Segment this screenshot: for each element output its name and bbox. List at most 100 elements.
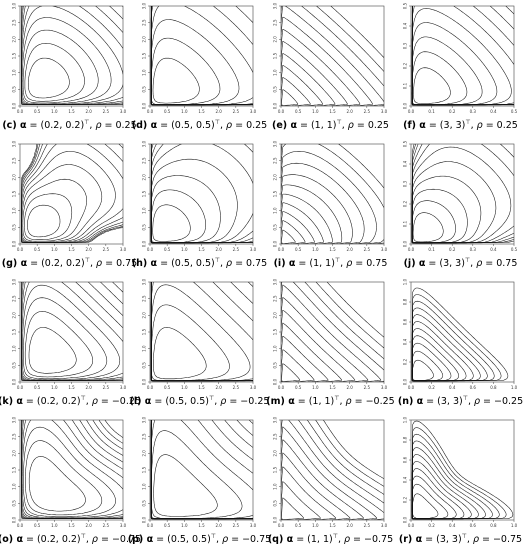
- contour-lines: [281, 6, 384, 106]
- plot-frame: [149, 143, 254, 245]
- contour-line: [411, 144, 514, 244]
- x-tick-label: 3.0: [381, 109, 388, 114]
- y-tick-label: 1.0: [402, 416, 407, 423]
- x-tick-label: 1.5: [329, 523, 336, 528]
- x-tick-label: 0.5: [295, 109, 302, 114]
- contour-line: [153, 327, 207, 380]
- x-tick-label: 1.5: [329, 247, 336, 252]
- x-tick-label: 1.5: [198, 109, 205, 114]
- x-tick-label: 0.5: [34, 523, 41, 528]
- x-tick-label: 1.0: [181, 385, 188, 390]
- contour-line: [281, 202, 324, 244]
- y-tick-label: 2.0: [272, 312, 277, 319]
- x-tick-label: 3.0: [250, 385, 257, 390]
- panel-j: 0.0 0.1 0.2 0.3 0.4 0.5 0.0 0.1 0.2 0.3 0.4 0.5 (j) …: [402, 140, 517, 269]
- contour-line: [413, 67, 451, 104]
- y-tick-label: 0.5: [272, 500, 277, 507]
- x-tick-label: 0.1: [428, 109, 435, 114]
- x-tick-label: 2.5: [103, 109, 110, 114]
- y-tick-label: 1.5: [141, 52, 146, 59]
- contour-line: [281, 220, 306, 244]
- y-tick-label: 0.5: [272, 224, 277, 231]
- x-tick-label: 3.0: [120, 109, 127, 114]
- contour-line: [281, 28, 361, 106]
- y-tick-label: 0.0: [272, 240, 277, 247]
- panel-caption: (h) α = (0.5, 0.5)⊤, ρ = 0.75: [132, 257, 267, 269]
- y-tick-label: 2.0: [141, 174, 146, 181]
- contour-line: [21, 420, 123, 519]
- x-tick-label: 0.0: [408, 385, 415, 390]
- x-tick-label: 0.6: [470, 523, 477, 528]
- contour-line: [153, 454, 218, 517]
- y-tick-label: 0.0: [272, 102, 277, 109]
- y-tick-label: 0.0: [141, 516, 146, 523]
- x-tick-label: 1.0: [312, 247, 319, 252]
- x-tick-label: 0.5: [34, 109, 41, 114]
- x-tick-label: 0.5: [295, 247, 302, 252]
- y-tick-label: 0.3: [402, 42, 407, 49]
- plot-frame: [19, 143, 124, 245]
- x-tick-label: 3.0: [381, 247, 388, 252]
- y-tick-label: 1.0: [272, 345, 277, 352]
- y-tick-label: 0.0: [11, 102, 16, 109]
- y-tick-label: 2.5: [11, 157, 16, 164]
- contour-line: [24, 311, 93, 378]
- x-tick-label: 3.0: [381, 523, 388, 528]
- contour-line: [281, 420, 384, 520]
- x-tick-label: 3.0: [120, 385, 127, 390]
- y-tick-label: 1.0: [11, 207, 16, 214]
- panel-o: 0.0 0.5 1.0 1.5 2.0 2.5 3.0 0.0 0.5 1.0 1.5 2.0 2.5 3…: [0, 416, 141, 545]
- y-tick-label: 1.0: [402, 278, 407, 285]
- y-tick-label: 0.8: [402, 436, 407, 443]
- y-tick-label: 0.2: [402, 62, 407, 69]
- x-tick-label: 2.0: [346, 385, 353, 390]
- x-tick-label: 2.5: [233, 523, 240, 528]
- y-tick-label: 1.5: [272, 52, 277, 59]
- plot-frame: [410, 143, 515, 245]
- contour-lines: [281, 282, 384, 382]
- x-tick-label: 2.5: [364, 523, 371, 528]
- y-tick-label: 2.0: [141, 450, 146, 457]
- y-tick-label: 0.4: [402, 476, 407, 483]
- y-tick-label: 2.5: [272, 295, 277, 302]
- x-tick-label: 0.0: [278, 247, 285, 252]
- plot-frame: [149, 281, 254, 383]
- x-tick-label: 1.5: [68, 385, 75, 390]
- contour-line: [21, 17, 112, 105]
- contour-line: [22, 29, 99, 104]
- y-tick-label: 1.0: [141, 207, 146, 214]
- panel-c: 0.0 0.5 1.0 1.5 2.0 2.5 3.0 0.0 0.5 1.0 1.5 2.0 2.5 3…: [2, 2, 136, 131]
- plot-frame: [280, 419, 385, 521]
- y-tick-label: 1.5: [11, 466, 16, 473]
- y-tick-label: 0.1: [402, 220, 407, 227]
- y-tick-label: 0.0: [11, 378, 16, 385]
- contour-line: [411, 287, 509, 382]
- y-tick-label: 3.0: [141, 416, 146, 423]
- x-tick-label: 1.5: [198, 385, 205, 390]
- x-tick-label: 1.5: [329, 109, 336, 114]
- x-tick-label: 1.0: [181, 109, 188, 114]
- panel-caption: (k) α = (0.2, 0.2)⊤, ρ = −0.25: [0, 395, 141, 407]
- panel-caption: (q) α = (1, 1)⊤, ρ = −0.75: [268, 533, 393, 545]
- panel-f: 0.0 0.1 0.2 0.3 0.4 0.5 0.0 0.1 0.2 0.3 0.4 0.5 (f) …: [402, 2, 518, 131]
- x-tick-label: 0.0: [408, 109, 415, 114]
- x-tick-label: 0.2: [449, 109, 456, 114]
- y-tick-label: 0.1: [402, 82, 407, 89]
- y-tick-label: 0.5: [11, 224, 16, 231]
- y-tick-label: 3.0: [272, 2, 277, 9]
- y-tick-label: 2.5: [11, 295, 16, 302]
- panel-k: 0.0 0.5 1.0 1.5 2.0 2.5 3.0 0.0 0.5 1.0 1.5 2.0 2.5 3…: [0, 278, 141, 407]
- y-tick-label: 2.5: [11, 433, 16, 440]
- x-tick-label: 2.0: [215, 247, 222, 252]
- y-tick-label: 0.5: [402, 140, 407, 147]
- y-tick-label: 1.5: [272, 328, 277, 335]
- y-tick-label: 2.5: [272, 19, 277, 26]
- contour-line: [28, 57, 70, 99]
- panel-caption: (j) α = (3, 3)⊤, ρ = 0.75: [404, 257, 518, 269]
- x-tick-label: 1.0: [511, 385, 518, 390]
- panel-h: 0.0 0.5 1.0 1.5 2.0 2.5 3.0 0.0 0.5 1.0 1.5 2.0 2.5 3…: [132, 140, 267, 269]
- x-tick-label: 2.5: [233, 385, 240, 390]
- y-tick-label: 1.5: [11, 190, 16, 197]
- x-tick-label: 0.2: [428, 523, 435, 528]
- x-tick-label: 0.5: [164, 385, 171, 390]
